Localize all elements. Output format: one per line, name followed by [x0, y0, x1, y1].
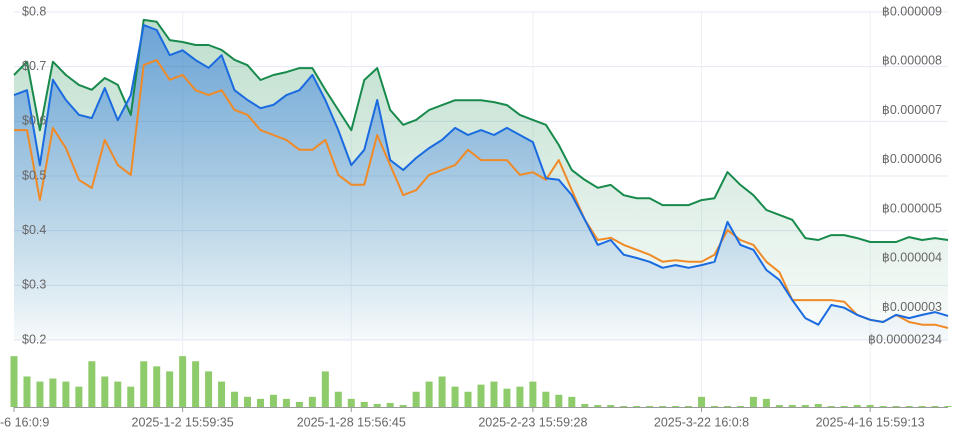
volume-bar [594, 404, 602, 407]
volume-bar [646, 405, 654, 407]
volume-bar [464, 391, 472, 407]
volume-bar [360, 401, 368, 407]
volume-bar [127, 386, 135, 407]
volume-bar [633, 405, 641, 407]
y2-tick-label: ฿0.000005 [882, 201, 942, 215]
volume-bar [179, 356, 187, 407]
volume-bar [542, 391, 550, 407]
volume-bar [775, 404, 783, 407]
y-tick-label: $0.5 [22, 168, 46, 182]
volume-bar [269, 394, 277, 407]
volume-bar [555, 394, 563, 407]
volume-bar [866, 404, 874, 407]
volume-bar [503, 388, 511, 407]
y-tick-label: $0.3 [22, 278, 46, 292]
volume-bar [244, 396, 251, 407]
y2-tick-label: ฿0.000004 [882, 251, 942, 265]
volume-bar [685, 405, 693, 407]
volume-bar [438, 376, 446, 407]
y2-tick-label: ฿0.000006 [882, 152, 942, 166]
area-fill [14, 25, 948, 340]
volume-bar [490, 381, 498, 407]
y2-tick-label: ฿0.000008 [882, 54, 942, 68]
volume-bar [321, 371, 329, 407]
y2-tick-label: ฿0.000007 [882, 103, 942, 117]
volume-bar [10, 356, 18, 407]
volume-bar [931, 405, 939, 407]
volume-bar [659, 405, 667, 407]
volume-bar [477, 384, 485, 407]
volume-bar [62, 381, 70, 407]
volume-bar [529, 381, 537, 407]
volume-bar [256, 398, 264, 407]
volume-bar [218, 381, 226, 407]
volume-bar [36, 381, 44, 407]
volume-bar [205, 371, 213, 407]
volume-bar [827, 405, 835, 407]
volume-bar [451, 386, 459, 407]
x-tick-label: 2025-1-2 15:59:35 [132, 415, 234, 429]
volume-bar [879, 405, 887, 407]
volume-bar [88, 361, 96, 407]
volume-bar [892, 405, 900, 407]
volume-bar [412, 391, 420, 407]
volume-bar [620, 405, 628, 407]
x-tick-label: -6 16:0:9 [0, 415, 49, 429]
x-tick-label: 2025-3-22 16:0:8 [654, 415, 749, 429]
y-tick-label: $0.8 [22, 4, 46, 18]
volume-bar [425, 381, 433, 407]
y2-tick-label: ฿0.00000234 [868, 332, 942, 346]
volume-bar [918, 405, 926, 407]
volume-bar [347, 398, 355, 407]
volume-bar [711, 405, 718, 407]
volume-bar [736, 405, 744, 407]
volume-bar [788, 404, 796, 407]
volume-bar [23, 376, 31, 407]
volume-bar [308, 396, 316, 407]
x-tick-label: 2025-1-28 15:56:45 [297, 415, 406, 429]
line [13, 24, 949, 326]
y-tick-label: $0.7 [22, 59, 46, 73]
volume-bar [516, 386, 524, 407]
volume-bar [581, 403, 589, 407]
volume-bar [944, 405, 952, 407]
volume-bar [399, 404, 407, 407]
volume-bar [672, 405, 680, 407]
volume-bar [75, 386, 83, 407]
volume-bar [334, 391, 342, 407]
volume-bar [166, 371, 174, 407]
x-tick-label: 2025-2-23 15:59:28 [478, 415, 587, 429]
volume-bar [568, 396, 576, 407]
y2-tick-label: ฿0.000003 [882, 300, 942, 314]
volume-bar [140, 361, 148, 407]
x-tick-label: 2025-4-16 15:59:13 [816, 415, 925, 429]
y-tick-label: $0.2 [22, 332, 46, 346]
volume-bar [373, 403, 381, 407]
y-tick-label: $0.4 [22, 223, 46, 237]
line [13, 18, 949, 243]
volume-bar [840, 405, 848, 407]
volume-bar [607, 404, 615, 407]
volume-bar [762, 398, 770, 407]
volume-bar [153, 366, 161, 407]
volume-bar [114, 381, 122, 407]
volume-bar [698, 396, 706, 407]
volume-bar [905, 405, 913, 407]
y2-tick-label: ฿0.000009 [882, 4, 942, 18]
volume-bar [801, 404, 809, 407]
volume-bar [386, 402, 394, 407]
y-tick-label: $0.6 [22, 114, 46, 128]
volume-bar [749, 396, 757, 407]
volume-bar [231, 391, 239, 407]
volume-bar [101, 376, 109, 407]
volume-bar [49, 378, 57, 407]
volume-bar [282, 398, 290, 407]
volume-bar [723, 405, 731, 407]
volume-bar [295, 401, 303, 407]
volume-bar [192, 361, 200, 407]
volume-bar [814, 403, 822, 407]
volume-bar [853, 404, 861, 407]
